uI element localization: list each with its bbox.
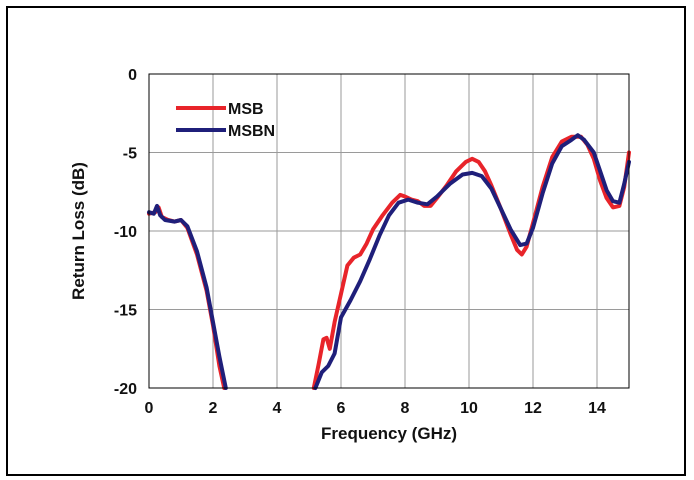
chart-frame [6, 6, 686, 476]
x-tick-labels: 0 2 4 6 8 10 12 14 [145, 400, 606, 417]
x-tick-label: 10 [460, 400, 478, 417]
x-tick-label: 14 [588, 400, 606, 417]
x-axis-label: Frequency (GHz) [321, 424, 457, 443]
legend-label-msb: MSB [228, 101, 264, 118]
x-tick-label: 6 [337, 400, 346, 417]
legend: MSB MSBN [176, 101, 275, 140]
x-tick-label: 8 [401, 400, 410, 417]
y-axis-label: Return Loss (dB) [69, 162, 88, 300]
grid [148, 73, 629, 389]
x-tick-label: 4 [273, 400, 282, 417]
x-tick-label: 0 [145, 400, 154, 417]
y-tick-label: -10 [114, 224, 137, 241]
plot-border [148, 73, 630, 389]
y-tick-label: -15 [114, 303, 137, 320]
y-tick-label: -5 [123, 146, 137, 163]
y-tick-label: -20 [114, 381, 137, 398]
series-line-msbn [147, 133, 631, 390]
series-line-msb [147, 134, 631, 390]
x-tick-label: 12 [524, 400, 542, 417]
x-tick-label: 2 [209, 400, 218, 417]
series-layer [147, 133, 631, 390]
legend-label-msbn: MSBN [228, 123, 275, 140]
y-tick-labels: 0 -5 -10 -15 -20 [114, 67, 137, 398]
y-tick-label: 0 [128, 67, 137, 84]
